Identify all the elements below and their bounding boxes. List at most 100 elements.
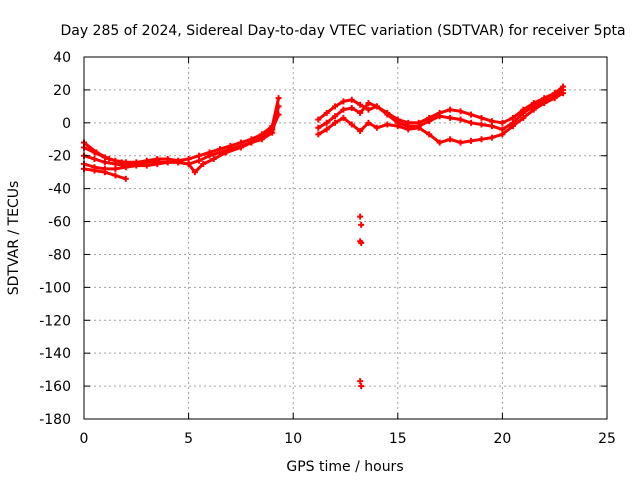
y-tick-label: -140 (39, 346, 71, 362)
data-point (478, 114, 485, 121)
data-point (447, 136, 454, 143)
y-axis-label: SDTVAR / TECUs (6, 181, 22, 296)
data-point (358, 221, 365, 228)
series-track-1 (81, 95, 282, 166)
data-point (122, 164, 129, 171)
data-point (118, 159, 125, 166)
series-track-8 (315, 90, 567, 146)
data-point (101, 169, 108, 176)
data-point (357, 109, 364, 116)
data-point (223, 149, 230, 156)
data-point (323, 109, 330, 116)
data-point (365, 106, 372, 113)
data-point (551, 95, 558, 102)
y-tick-label: -60 (48, 215, 71, 231)
data-point (340, 98, 347, 105)
data-point (436, 113, 443, 120)
series-line (82, 96, 281, 164)
data-point (269, 126, 276, 133)
y-tick-label: -40 (48, 182, 71, 198)
data-point (520, 114, 527, 121)
series-track-3 (81, 111, 282, 176)
data-point (106, 156, 113, 163)
data-point (112, 172, 119, 179)
data-point (101, 159, 108, 166)
data-point (499, 131, 506, 138)
plot-frame (83, 56, 608, 420)
data-point (394, 123, 401, 130)
data-point (509, 123, 516, 130)
data-point (340, 106, 347, 113)
y-tick-label: -100 (39, 280, 71, 296)
data-point (541, 100, 548, 107)
y-tick-label: -80 (48, 247, 71, 263)
data-point (365, 119, 372, 126)
data-point (275, 95, 282, 102)
data-point (332, 113, 339, 120)
data-point (560, 90, 567, 97)
y-tick-label: 20 (53, 83, 71, 99)
series-line (316, 91, 565, 145)
data-point (348, 121, 355, 128)
data-point (373, 103, 380, 110)
data-point (357, 213, 364, 220)
data-point (323, 119, 330, 126)
data-point (93, 149, 100, 156)
data-point (426, 118, 433, 125)
data-series (81, 83, 567, 390)
data-point (340, 114, 347, 121)
data-point (499, 119, 506, 126)
grid-lines (84, 57, 607, 419)
y-tick-label: -180 (39, 412, 71, 428)
data-point (415, 124, 422, 131)
data-point (384, 111, 391, 118)
x-tick-label: 20 (493, 431, 511, 447)
data-point (191, 169, 198, 176)
series-track-4 (81, 165, 129, 182)
x-tick-label: 15 (389, 431, 407, 447)
data-point (530, 106, 537, 113)
data-point (323, 126, 330, 133)
data-point (112, 165, 119, 172)
data-point (468, 119, 475, 126)
data-point (447, 106, 454, 113)
x-tick-label: 10 (284, 431, 302, 447)
data-point (405, 126, 412, 133)
data-point (348, 96, 355, 103)
data-point (348, 105, 355, 112)
data-point (436, 139, 443, 146)
data-point (457, 116, 464, 123)
data-point (206, 152, 213, 159)
data-point (373, 124, 380, 131)
chart-title: Day 285 of 2024, Sidereal Day-to-day VTE… (60, 23, 625, 39)
data-point (384, 121, 391, 128)
series-line (82, 104, 281, 168)
y-tick-label: -120 (39, 313, 71, 329)
data-point (488, 134, 495, 141)
data-point (457, 108, 464, 115)
data-point (488, 123, 495, 130)
data-point (248, 139, 255, 146)
data-point (91, 167, 98, 174)
y-tick-label: 40 (53, 50, 71, 66)
data-point (315, 131, 322, 138)
data-point (358, 239, 365, 246)
data-point (468, 111, 475, 118)
data-point (258, 134, 265, 141)
x-tick-label: 25 (598, 431, 616, 447)
data-point (457, 139, 464, 146)
data-point (447, 114, 454, 121)
x-tick-label: 5 (184, 431, 193, 447)
data-point (315, 124, 322, 131)
data-point (478, 136, 485, 143)
data-point (478, 121, 485, 128)
data-point (357, 378, 364, 385)
x-tick-label: 0 (80, 431, 89, 447)
data-point (200, 160, 207, 167)
data-point (332, 103, 339, 110)
data-point (154, 157, 161, 164)
data-point (426, 131, 433, 138)
data-point (315, 116, 322, 123)
series-track-7 (315, 86, 567, 133)
data-point (357, 128, 364, 135)
